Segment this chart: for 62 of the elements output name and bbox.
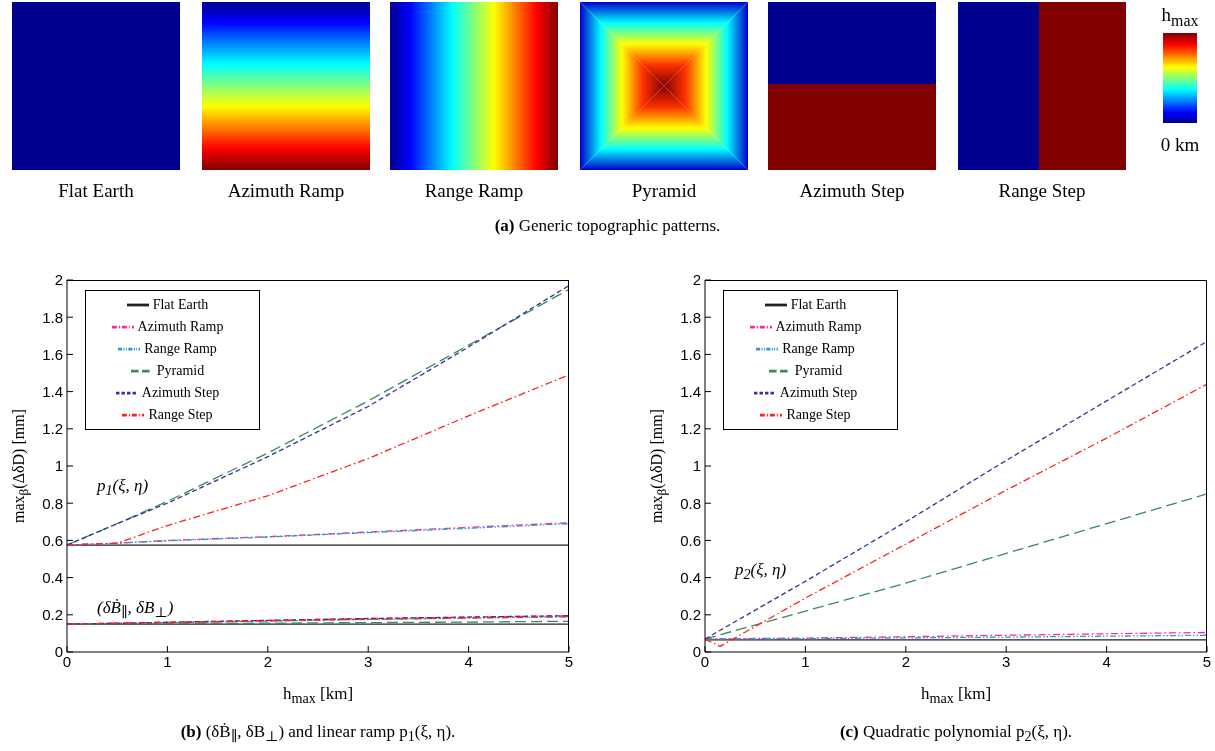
legend-label: Range Ramp	[782, 340, 855, 356]
text: 0 km	[1160, 134, 1200, 155]
y-tick-label: 0.2	[42, 606, 63, 624]
legend-label: Range Step	[786, 406, 851, 422]
x-tick-label: 1	[801, 652, 810, 670]
x-axis-title: h$_{max}$ [km]	[920, 684, 992, 707]
x-tick-label: 2	[901, 652, 910, 670]
y-tick-label: 0.6	[680, 531, 701, 549]
text: Range Ramp	[424, 180, 524, 201]
y-tick-label: 1.4	[42, 382, 63, 400]
x-tick-label: 5	[1202, 652, 1212, 670]
annotation: (δḂ$_{∥}$, δB$_{⊥}$)	[97, 598, 174, 621]
y-tick-label: 2	[54, 271, 63, 289]
legend-label: Azimuth Step	[141, 384, 220, 400]
y-tick-label: 1.8	[42, 308, 63, 326]
text: Azimuth Step	[799, 180, 905, 201]
text: h$_{max}$	[1161, 4, 1199, 29]
line-series	[705, 383, 1207, 648]
x-axis-title: h$_{max}$ [km]	[282, 684, 354, 707]
y-tick-label: 1.2	[680, 420, 701, 438]
text: Range Step	[998, 180, 1086, 201]
x-tick-label: 1	[163, 652, 172, 670]
legend-label: Range Step	[148, 406, 213, 422]
legend-label: Azimuth Step	[779, 384, 858, 400]
legend-label: Azimuth Ramp	[775, 318, 862, 334]
line-series	[705, 340, 1207, 640]
y-tick-label: 0.6	[42, 531, 63, 549]
text: Azimuth Ramp	[227, 180, 345, 201]
y-tick-label: 2	[692, 271, 701, 289]
x-tick-label: 5	[564, 652, 574, 670]
y-tick-label: 0.4	[680, 568, 701, 586]
text: Flat Earth	[58, 180, 134, 201]
x-tick-label: 2	[263, 652, 272, 670]
x-tick-label: 3	[364, 652, 373, 670]
text: (b) (δḂ$_{∥}$, δB$_{⊥}$) and linear ramp p$_{1}$(ξ, η).	[180, 722, 456, 745]
x-tick-label: 4	[464, 652, 473, 670]
legend-label: Flat Earth	[790, 296, 847, 312]
text: (a) Generic topographic patterns.	[494, 216, 721, 235]
y-tick-label: 0.2	[680, 606, 701, 624]
legend-label: Pyramid	[794, 362, 843, 378]
y-tick-label: 1.2	[42, 420, 63, 438]
line-series	[705, 493, 1207, 640]
y-tick-label: 1.6	[680, 345, 701, 363]
annotation: p$_{1}$(ξ, η)	[97, 476, 149, 499]
x-tick-label: 4	[1102, 652, 1111, 670]
y-tick-label: 1	[692, 457, 701, 475]
y-tick-label: 0.8	[680, 494, 701, 512]
y-tick-label: 1	[54, 457, 63, 475]
text: Pyramid	[631, 180, 697, 201]
y-tick-label: 0.8	[42, 494, 63, 512]
legend-label: Pyramid	[156, 362, 205, 378]
y-tick-label: 0.4	[42, 568, 63, 586]
y-tick-label: 1.6	[42, 345, 63, 363]
y-tick-label: 1.8	[680, 308, 701, 326]
legend-label: Flat Earth	[152, 296, 209, 312]
annotation: p$_{2}$(ξ, η)	[735, 560, 787, 583]
line-series	[705, 631, 1207, 640]
y-tick-label: 1.4	[680, 382, 701, 400]
legend-label: Range Ramp	[144, 340, 217, 356]
x-tick-label: 3	[1002, 652, 1011, 670]
text: (c) Quadratic polynomial p$_{2}$(ξ, η).	[839, 722, 1073, 745]
legend-label: Azimuth Ramp	[137, 318, 224, 334]
